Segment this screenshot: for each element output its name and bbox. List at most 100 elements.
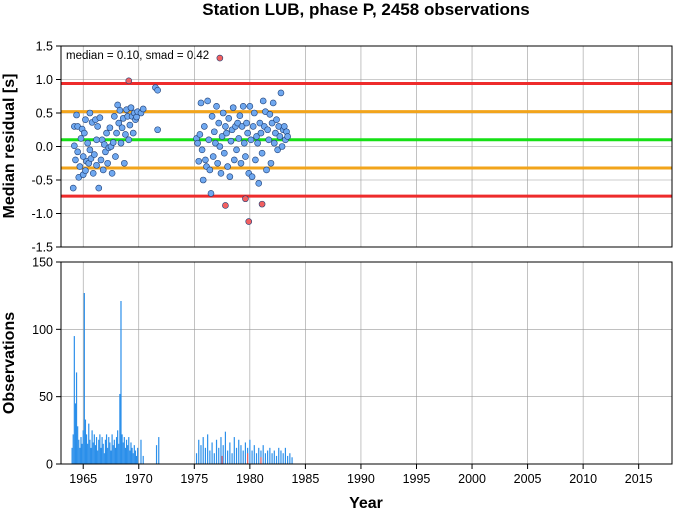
residual-point bbox=[229, 104, 237, 111]
residual-point bbox=[121, 159, 128, 167]
residual-point bbox=[264, 126, 271, 134]
residual-point bbox=[239, 103, 247, 110]
residual-point bbox=[259, 97, 267, 105]
residual-point bbox=[241, 139, 248, 147]
residual-point bbox=[126, 121, 134, 129]
residual-point bbox=[244, 129, 251, 137]
x-tick-label: 1970 bbox=[125, 472, 153, 486]
residual-point bbox=[270, 139, 278, 147]
residual-point bbox=[199, 176, 207, 184]
x-tick-label: 1980 bbox=[236, 472, 264, 486]
residual-point bbox=[129, 129, 137, 137]
residual-point bbox=[104, 159, 111, 167]
outlier-point bbox=[222, 202, 229, 209]
residual-point bbox=[223, 129, 230, 137]
residual-point bbox=[201, 123, 208, 130]
residual-point bbox=[197, 99, 205, 107]
residual-point bbox=[71, 142, 78, 150]
residual-point bbox=[207, 190, 215, 197]
residual-point bbox=[278, 143, 286, 150]
residual-grid bbox=[61, 45, 672, 248]
observations-bars bbox=[71, 292, 293, 464]
residual-point bbox=[258, 149, 266, 157]
observations-y-tick-label: 150 bbox=[32, 256, 53, 270]
residual-point bbox=[208, 113, 216, 120]
observations-frame bbox=[60, 261, 673, 465]
residual-point bbox=[209, 153, 217, 160]
outlier-point bbox=[242, 195, 249, 203]
residual-point bbox=[96, 114, 104, 121]
residual-point bbox=[202, 156, 209, 164]
observations-y-tick-label: 100 bbox=[32, 323, 53, 337]
residual-point bbox=[222, 123, 229, 130]
residual-point bbox=[247, 136, 255, 144]
residual-point bbox=[86, 109, 94, 117]
residual-point bbox=[86, 146, 94, 154]
observations-y-label: Observations bbox=[1, 312, 18, 414]
residual-point bbox=[253, 133, 260, 140]
residual-point bbox=[227, 137, 235, 145]
residual-point bbox=[238, 123, 246, 130]
x-tick-label: 1975 bbox=[180, 472, 208, 486]
residual-point bbox=[109, 139, 117, 146]
residual-point bbox=[217, 170, 225, 177]
residual-y-label: Median residual [s] bbox=[1, 74, 18, 219]
residual-point bbox=[215, 119, 223, 127]
residual-y-tick-label: 0.5 bbox=[36, 107, 53, 121]
residual-panel: 1.5 1.0 0.5 0.0 -0.5 -1.0 -1.5 median = 0.10, … bbox=[1, 40, 673, 255]
residual-point bbox=[206, 166, 214, 174]
residual-point bbox=[194, 139, 201, 147]
observations-y-tick-label: 0 bbox=[46, 458, 53, 472]
residual-point bbox=[195, 157, 203, 165]
residual-point bbox=[274, 146, 281, 154]
x-tick-label: 1965 bbox=[69, 472, 97, 486]
residual-point bbox=[265, 136, 273, 144]
residual-point bbox=[276, 133, 284, 140]
residual-point bbox=[204, 97, 211, 105]
residual-point bbox=[127, 104, 135, 111]
residual-point bbox=[235, 135, 243, 142]
residual-point bbox=[243, 119, 250, 127]
residual-point bbox=[221, 149, 228, 157]
residual-point bbox=[154, 86, 161, 94]
residual-y-tick-label: 1.5 bbox=[36, 40, 53, 54]
residual-point bbox=[226, 173, 234, 180]
residual-point bbox=[249, 123, 257, 130]
residual-point bbox=[106, 124, 114, 132]
x-tick-label: 1995 bbox=[403, 472, 431, 486]
residual-point bbox=[252, 156, 259, 164]
residual-point bbox=[93, 161, 100, 169]
residual-point bbox=[256, 119, 264, 127]
x-tick-label: 2005 bbox=[514, 472, 542, 486]
residual-point bbox=[255, 180, 263, 187]
residual-y-ticks: 1.5 1.0 0.5 0.0 -0.5 -1.0 -1.5 bbox=[31, 40, 61, 255]
residual-point bbox=[79, 153, 87, 160]
residual-point bbox=[205, 136, 213, 144]
residual-point bbox=[218, 133, 226, 140]
residual-point bbox=[269, 99, 277, 107]
residual-point bbox=[116, 107, 124, 114]
residual-point bbox=[212, 139, 219, 147]
observations-y-ticks: 150 100 50 0 bbox=[32, 256, 61, 472]
x-tick-label: 1990 bbox=[347, 472, 375, 486]
x-tick-label: 1985 bbox=[291, 472, 319, 486]
residual-point bbox=[118, 124, 126, 132]
residual-point bbox=[103, 129, 110, 137]
residual-y-tick-label: -1.0 bbox=[31, 207, 53, 221]
residual-point bbox=[273, 116, 280, 123]
residual-point bbox=[224, 163, 231, 170]
residual-point bbox=[77, 135, 85, 142]
residual-point bbox=[267, 159, 275, 167]
residual-point bbox=[93, 136, 100, 144]
observations-grid bbox=[61, 261, 672, 465]
residual-point bbox=[82, 167, 89, 174]
residual-point bbox=[257, 129, 265, 137]
residual-point bbox=[266, 111, 274, 118]
residual-point bbox=[277, 89, 285, 97]
residual-annotation: median = 0.10, smad = 0.42 bbox=[66, 50, 209, 62]
residual-point bbox=[196, 131, 204, 138]
residual-point bbox=[82, 116, 89, 123]
observations-y-tick-label: 50 bbox=[39, 390, 53, 404]
chart-title: Station LUB, phase P, 2458 observations bbox=[202, 0, 530, 19]
